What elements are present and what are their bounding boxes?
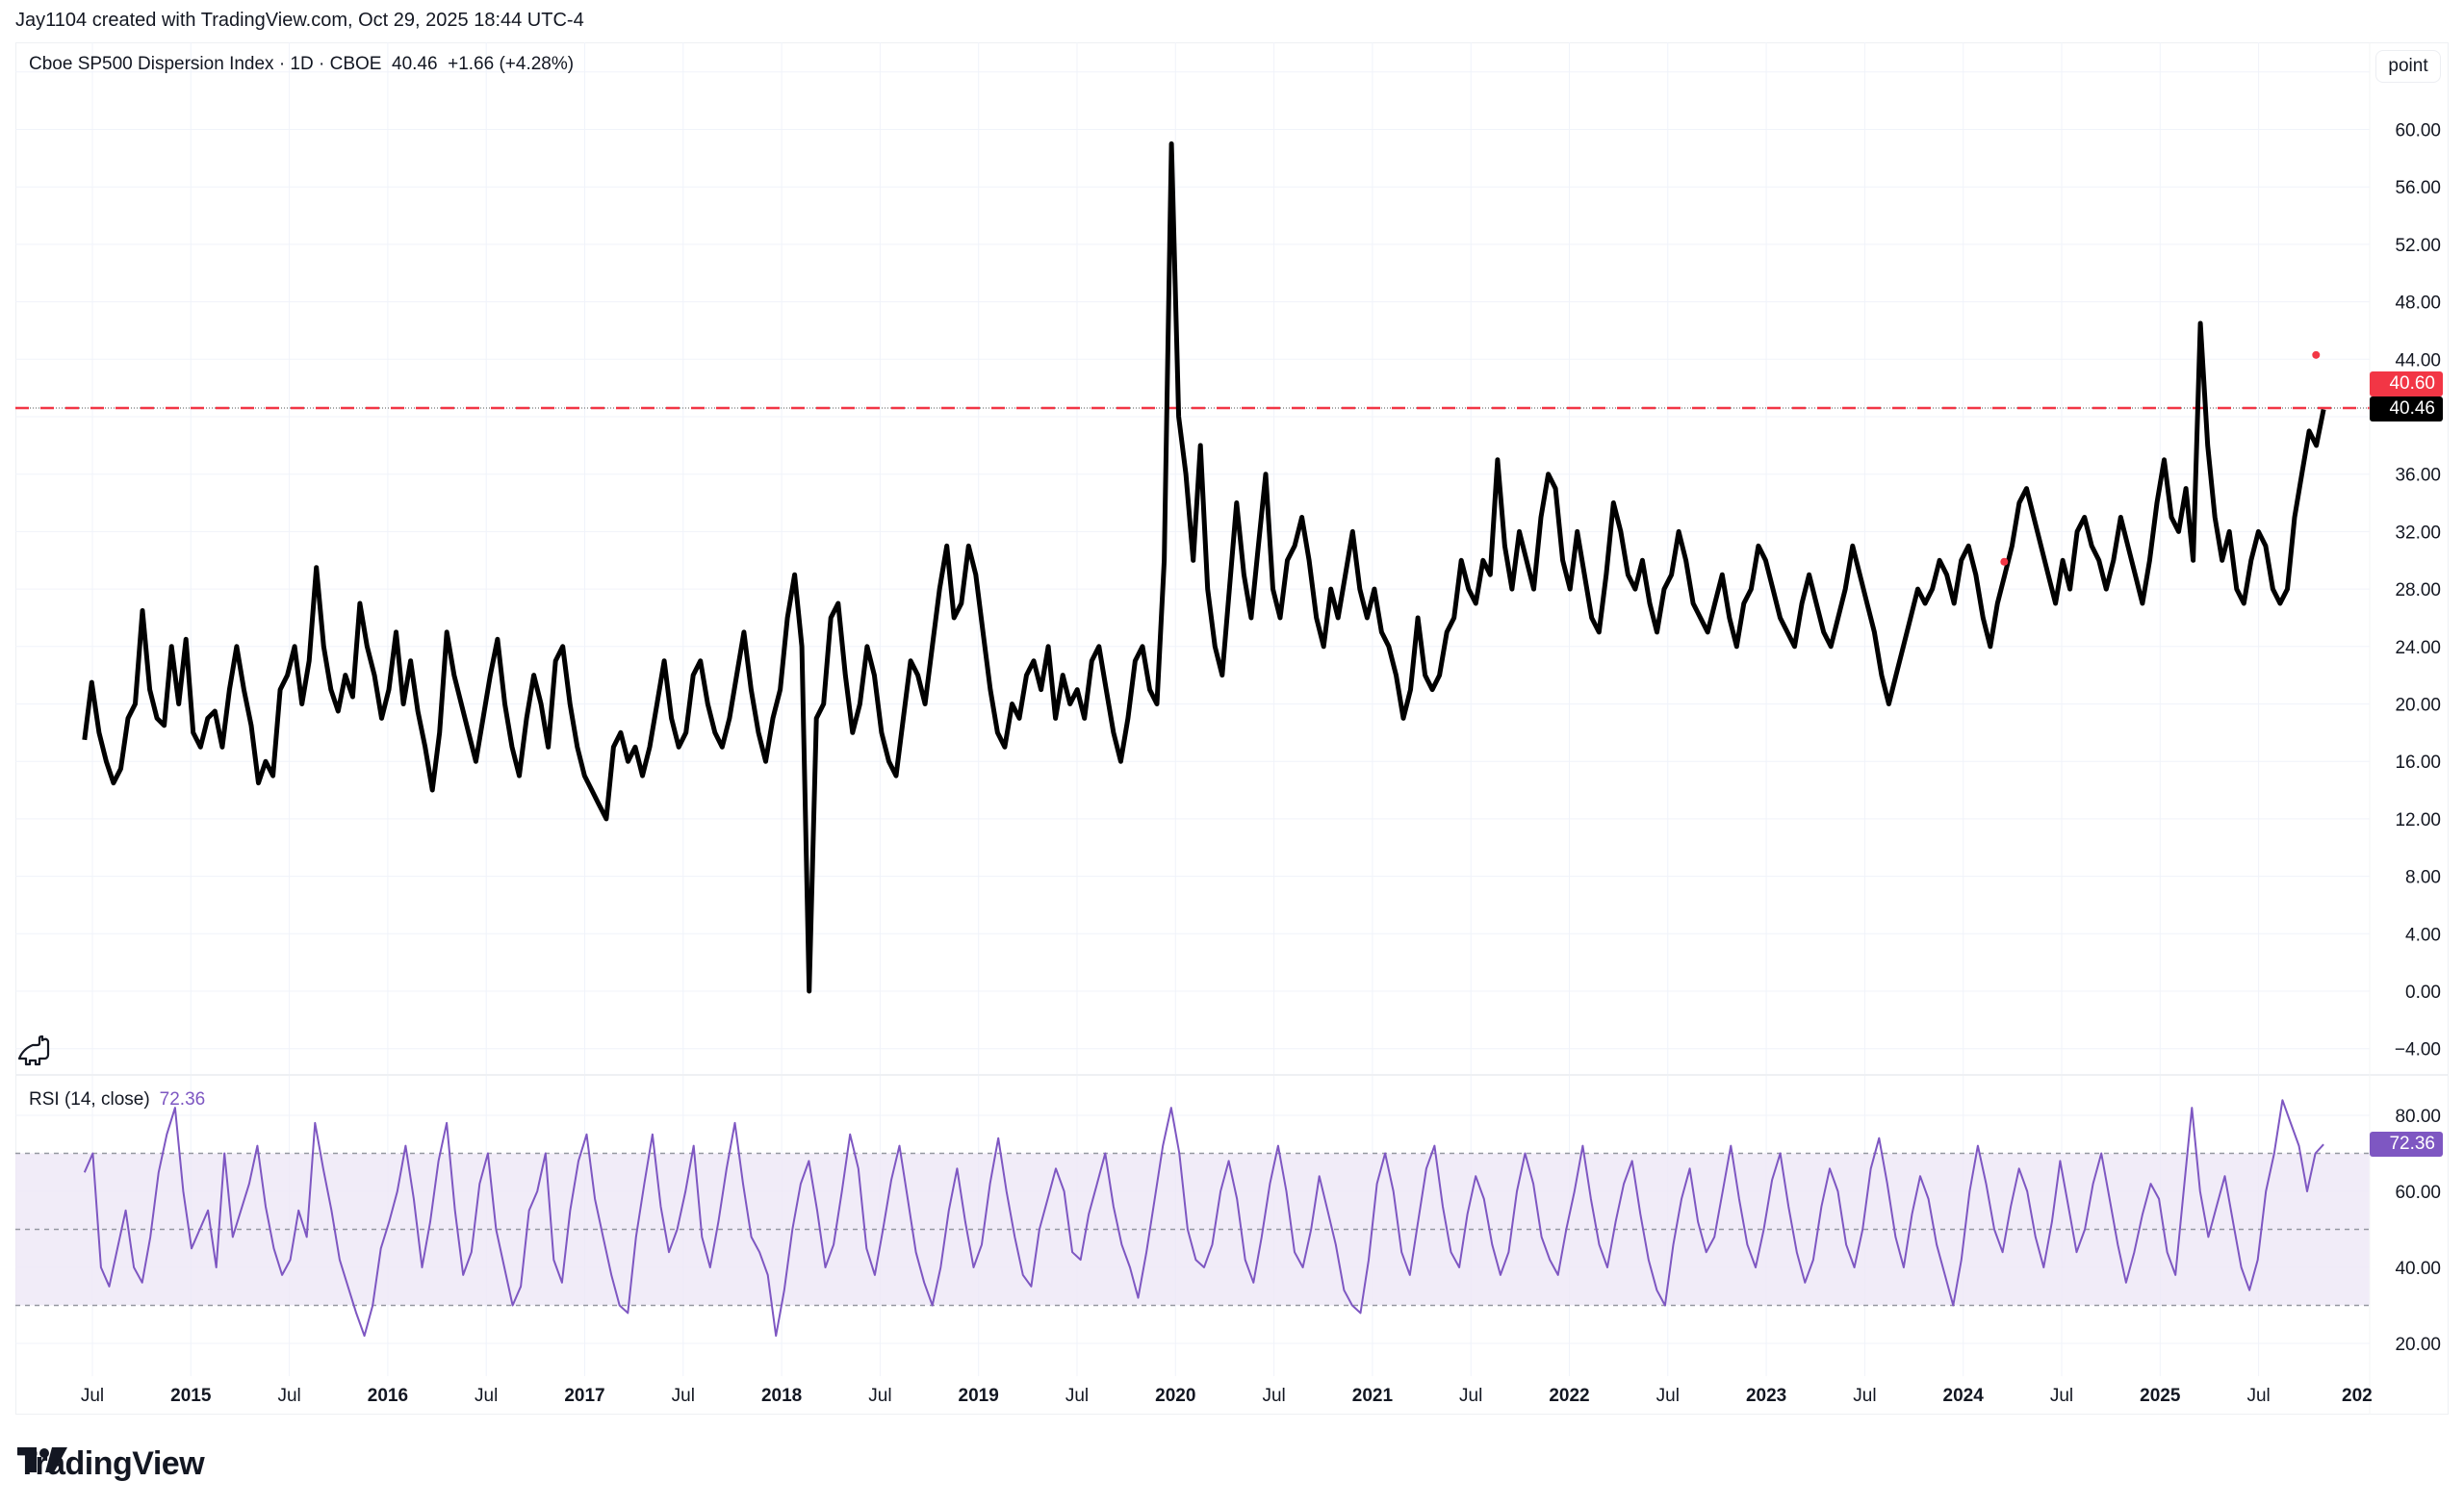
svg-text:Jul: Jul xyxy=(868,1386,891,1406)
alert-level-badge: 40.60 xyxy=(2370,371,2443,396)
svg-text:52.00: 52.00 xyxy=(2395,236,2441,256)
svg-text:Jul: Jul xyxy=(1656,1386,1680,1406)
svg-text:60.00: 60.00 xyxy=(2395,121,2441,141)
chart-credit: Jay1104 created with TradingView.com, Oc… xyxy=(15,10,584,31)
unit-button[interactable]: point xyxy=(2375,50,2441,83)
svg-text:2022: 2022 xyxy=(1549,1386,1589,1406)
tradingview-logo[interactable]: TradingView xyxy=(17,1445,205,1483)
rsi-value-badge: 72.36 xyxy=(2370,1132,2443,1157)
svg-text:12.00: 12.00 xyxy=(2395,810,2441,830)
svg-text:60.00: 60.00 xyxy=(2395,1183,2441,1203)
svg-text:20.00: 20.00 xyxy=(2395,696,2441,716)
svg-text:202: 202 xyxy=(2342,1386,2373,1406)
rsi-label: RSI (14, close) xyxy=(29,1089,150,1110)
svg-text:40.00: 40.00 xyxy=(2395,1259,2441,1279)
svg-text:Jul: Jul xyxy=(1262,1386,1285,1406)
svg-text:2018: 2018 xyxy=(761,1386,802,1406)
svg-text:44.00: 44.00 xyxy=(2395,350,2441,370)
svg-text:28.00: 28.00 xyxy=(2395,580,2441,600)
svg-text:Jul: Jul xyxy=(672,1386,695,1406)
chart-frame xyxy=(15,42,2449,1415)
svg-text:36.00: 36.00 xyxy=(2395,466,2441,486)
svg-text:8.00: 8.00 xyxy=(2405,868,2441,888)
price-line xyxy=(82,140,2326,994)
time-scale: Jul 2015 Jul 2016 Jul 2017 Jul 2018 Jul 2019 Jul 20… xyxy=(81,1386,2373,1406)
svg-text:Jul: Jul xyxy=(81,1386,104,1406)
rsi-scale: 80.00 60.00 40.00 20.00 xyxy=(2395,1107,2441,1355)
svg-text:Jul: Jul xyxy=(475,1386,498,1406)
svg-text:16.00: 16.00 xyxy=(2395,753,2441,773)
last-price-badge: 40.46 xyxy=(2370,396,2443,421)
svg-text:Jul: Jul xyxy=(2050,1386,2073,1406)
svg-text:Jul: Jul xyxy=(1853,1386,1876,1406)
alert-markers xyxy=(2000,350,2321,566)
svg-text:2015: 2015 xyxy=(170,1386,212,1406)
svg-text:Jul: Jul xyxy=(2246,1386,2270,1406)
svg-text:Jul: Jul xyxy=(277,1386,300,1406)
rsi-line xyxy=(83,1099,2324,1338)
svg-text:2025: 2025 xyxy=(2140,1386,2181,1406)
symbol-legend[interactable]: Cboe SP500 Dispersion Index · 1D · CBOE … xyxy=(29,54,575,74)
svg-text:2024: 2024 xyxy=(1943,1386,1985,1406)
svg-text:2021: 2021 xyxy=(1352,1386,1394,1406)
price-scale: 60.00 56.00 52.00 48.00 44.00 36.00 32.00 28.00… xyxy=(2395,121,2441,1060)
svg-text:2016: 2016 xyxy=(368,1386,408,1406)
svg-text:48.00: 48.00 xyxy=(2395,294,2441,314)
svg-text:20.00: 20.00 xyxy=(2395,1335,2441,1355)
rsi-legend[interactable]: RSI (14, close) 72.36 xyxy=(29,1089,205,1111)
svg-text:32.00: 32.00 xyxy=(2395,523,2441,543)
rsi-value: 72.36 xyxy=(159,1089,206,1110)
tradingview-logo-icon xyxy=(17,1447,67,1472)
dinosaur-icon[interactable] xyxy=(15,1034,56,1075)
rsi-band-lines xyxy=(15,1152,2370,1307)
svg-text:0.00: 0.00 xyxy=(2405,983,2441,1003)
svg-text:−4.00: −4.00 xyxy=(2395,1040,2441,1060)
svg-text:2019: 2019 xyxy=(959,1386,999,1406)
svg-text:56.00: 56.00 xyxy=(2395,178,2441,198)
svg-text:4.00: 4.00 xyxy=(2405,925,2441,945)
svg-text:2020: 2020 xyxy=(1155,1386,1195,1406)
svg-text:80.00: 80.00 xyxy=(2395,1107,2441,1127)
svg-text:Jul: Jul xyxy=(1459,1386,1482,1406)
svg-text:2023: 2023 xyxy=(1746,1386,1786,1406)
svg-text:24.00: 24.00 xyxy=(2395,638,2441,658)
svg-text:Jul: Jul xyxy=(1065,1386,1089,1406)
svg-text:2017: 2017 xyxy=(564,1386,604,1406)
